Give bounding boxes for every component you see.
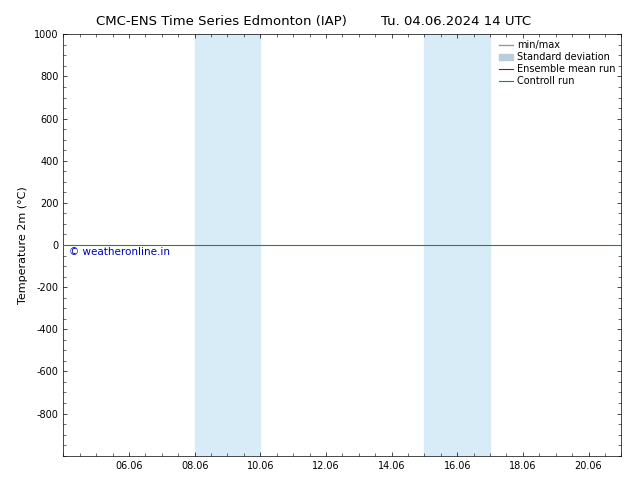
Text: Tu. 04.06.2024 14 UTC: Tu. 04.06.2024 14 UTC: [382, 15, 531, 28]
Bar: [424, 34, 490, 456]
Y-axis label: Temperature 2m (°C): Temperature 2m (°C): [18, 186, 29, 304]
Text: CMC-ENS Time Series Edmonton (IAP): CMC-ENS Time Series Edmonton (IAP): [96, 15, 347, 28]
Legend: min/max, Standard deviation, Ensemble mean run, Controll run: min/max, Standard deviation, Ensemble me…: [495, 36, 619, 90]
Text: © weatheronline.in: © weatheronline.in: [69, 247, 170, 257]
Bar: [195, 34, 261, 456]
